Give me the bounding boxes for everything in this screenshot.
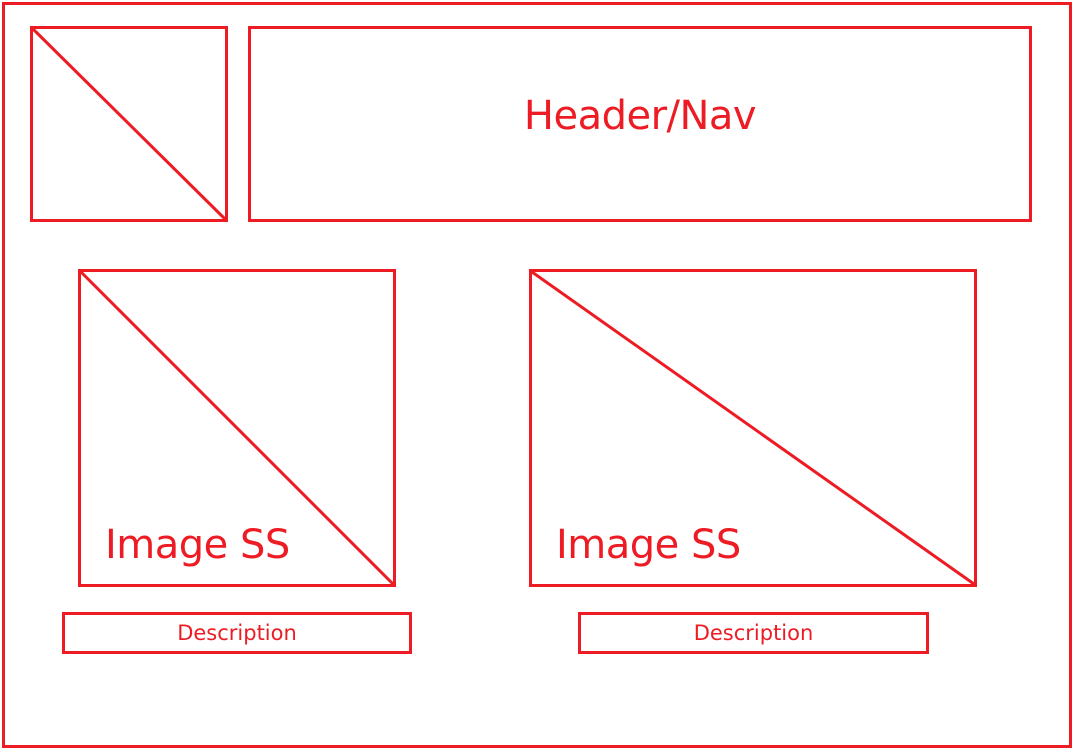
image-label: Image SS bbox=[105, 522, 290, 568]
header-nav: Header/Nav bbox=[248, 26, 1032, 222]
image-placeholder-icon bbox=[79, 270, 395, 586]
description-box: Description bbox=[578, 612, 929, 654]
logo-placeholder bbox=[30, 26, 228, 222]
screenshot-image-placeholder: Image SS bbox=[529, 269, 977, 587]
image-placeholder-icon bbox=[531, 270, 975, 586]
image-label: Image SS bbox=[556, 522, 741, 568]
description-box: Description bbox=[62, 612, 412, 654]
screenshot-image-placeholder: Image SS bbox=[78, 269, 396, 587]
header-nav-label: Header/Nav bbox=[523, 93, 757, 139]
image-placeholder-icon bbox=[31, 27, 227, 221]
